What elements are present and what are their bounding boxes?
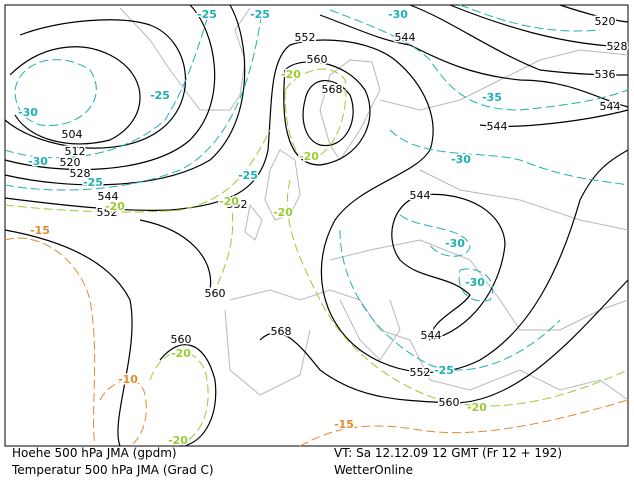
height-label: 560	[439, 396, 460, 409]
temperature-label: -20	[273, 206, 293, 219]
height-label: 552	[227, 198, 248, 211]
footer-left: Hoehe 500 hPa JMA (gpdm)	[12, 446, 177, 460]
height-label: 544	[600, 100, 621, 113]
temperature-label: -30	[28, 155, 48, 168]
height-label: 520	[595, 15, 616, 28]
height-label: 568	[271, 325, 292, 338]
temperature-label: -15	[334, 418, 354, 431]
temperature-label: -30	[18, 106, 38, 119]
footer-right: VT: Sa 12.12.09 12 GMT (Fr 12 + 192)	[334, 446, 562, 460]
temperature-label: -25	[250, 8, 270, 21]
height-label: 512	[65, 145, 86, 158]
height-label: 552	[97, 206, 118, 219]
height-label: 536	[595, 68, 616, 81]
map: 552 5445205285365445445605685045125205285…	[4, 4, 629, 449]
temperature-label: -30	[445, 237, 465, 250]
temperature-label: -20	[281, 68, 301, 81]
height-label: 544	[487, 120, 508, 133]
height-label: 560	[205, 287, 226, 300]
height-label: 528	[70, 167, 91, 180]
height-label: 560	[307, 53, 328, 66]
height-label: 544	[395, 31, 416, 44]
temperature-label: -20	[299, 150, 319, 163]
temperature-contours	[4, 4, 629, 447]
temperature-label: -25	[83, 176, 103, 189]
temperature-label: -30	[451, 153, 471, 166]
temperature-label: -30	[465, 276, 485, 289]
temperature-label: -25	[434, 364, 454, 377]
temperature-label: -25	[238, 169, 258, 182]
height-label: 552	[295, 31, 316, 44]
temperature-label: -10	[118, 373, 138, 386]
footer-right: WetterOnline	[334, 463, 413, 477]
height-label: 544	[98, 190, 119, 203]
temperature-label: -20	[171, 347, 191, 360]
height-label: 568	[322, 83, 343, 96]
temperature-label: -20	[219, 195, 239, 208]
temperature-label: -20	[105, 200, 125, 213]
height-label: 528	[607, 40, 628, 53]
temperature-label: -30	[388, 8, 408, 21]
height-contours	[4, 4, 629, 447]
temperature-label: -35	[482, 91, 502, 104]
height-label: 552	[410, 366, 431, 379]
temperature-label: -25	[150, 89, 170, 102]
temperature-label: -25	[197, 8, 217, 21]
height-label: 504	[62, 128, 83, 141]
height-label: 544	[410, 189, 431, 202]
temperature-label: -20	[467, 401, 487, 414]
map-frame	[4, 4, 629, 447]
height-label: 560	[171, 333, 192, 346]
contour-labels: 552 5445205285365445445605685045125205285…	[17, 7, 629, 449]
temperature-label: -20	[168, 434, 188, 447]
height-label: 520	[60, 156, 81, 169]
height-label: 544	[421, 329, 442, 342]
temperature-label: -15	[30, 224, 50, 237]
footer-left: Temperatur 500 hPa JMA (Grad C)	[11, 463, 214, 477]
coastlines	[119, 7, 629, 401]
